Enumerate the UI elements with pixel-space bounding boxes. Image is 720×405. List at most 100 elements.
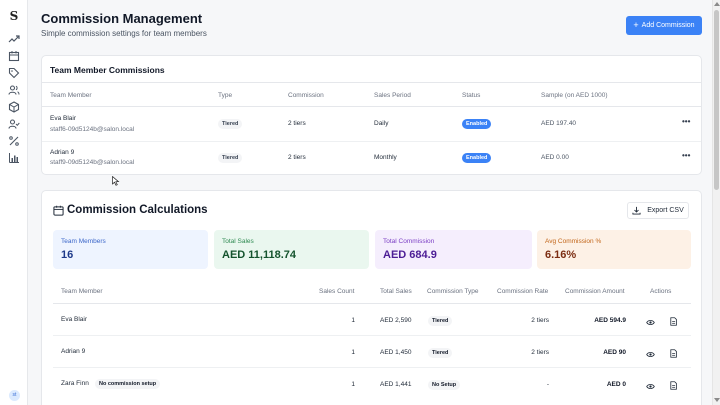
stat-label: Total Sales (222, 238, 254, 245)
divider (42, 106, 701, 107)
box-icon[interactable] (8, 101, 20, 113)
divider (42, 82, 701, 83)
sales-count: 1 (351, 317, 355, 324)
commission-amount: AED 90 (603, 349, 626, 356)
sales-period: Daily (374, 120, 389, 127)
row-menu-button[interactable]: ••• (682, 151, 691, 160)
page-title: Commission Management (41, 11, 203, 26)
stat-team-members: Team Members 16 (53, 230, 208, 269)
view-icon[interactable] (646, 382, 655, 391)
stat-avg-commission: Avg Commission % 6.16% (537, 230, 691, 269)
plus-icon: + (633, 20, 639, 30)
member-name: Zara Finn (61, 380, 89, 387)
col-header: Actions (650, 288, 672, 295)
divider (53, 303, 691, 304)
commission-amount: AED 594.9 (594, 317, 626, 324)
member-email: staff6-09d5124b@salon.local (50, 126, 135, 133)
page-subtitle: Simple commission settings for team memb… (41, 29, 207, 38)
sample-value: AED 0.00 (541, 154, 569, 161)
commission-rate: 2 tiers (531, 317, 549, 324)
divider (53, 367, 691, 368)
document-icon[interactable] (669, 349, 678, 358)
avatar[interactable]: st (9, 390, 20, 401)
scrollbar-thumb[interactable] (714, 10, 719, 190)
add-commission-button[interactable]: + Add Commission (626, 16, 702, 35)
document-icon[interactable] (669, 381, 678, 390)
sales-count: 1 (351, 381, 355, 388)
stat-value: 16 (61, 249, 74, 261)
sample-value: AED 197.40 (541, 120, 577, 127)
commission-value: 2 tiers (288, 120, 306, 127)
member-email: staff9-09d5124b@salon.local (50, 159, 135, 166)
bar-chart-icon[interactable] (8, 152, 20, 164)
commission-calculations-card: Commission Calculations Export CSV Team … (41, 190, 702, 405)
commission-rate: 2 tiers (531, 349, 549, 356)
tag-icon[interactable] (8, 67, 20, 79)
member-name: Eva Blair (50, 115, 77, 122)
commission-rate: - (546, 381, 549, 388)
col-header: Team Member (50, 92, 92, 99)
calendar-icon (53, 205, 64, 216)
col-header: Total Sales (380, 288, 412, 295)
status-badge: Enabled (462, 119, 492, 129)
total-sales: AED 1,450 (380, 349, 412, 356)
divider (42, 141, 701, 142)
team-commissions-card: Team Member Commissions Team Member Type… (41, 55, 702, 175)
total-sales: AED 2,590 (380, 317, 412, 324)
stat-total-sales: Total Sales AED 11,118.74 (214, 230, 369, 269)
mouse-cursor-icon (112, 176, 120, 186)
commission-type-badge: Tiered (428, 316, 453, 326)
col-header: Type (218, 92, 233, 99)
col-header: Sample (on AED 1000) (541, 92, 608, 99)
trend-icon[interactable] (8, 33, 20, 45)
status-badge: Enabled (462, 153, 492, 163)
commission-type-badge: Tiered (428, 348, 453, 358)
sidebar: S st (0, 0, 28, 405)
sales-period: Monthly (374, 154, 397, 161)
type-badge: Tiered (218, 119, 243, 129)
calendar-icon[interactable] (8, 50, 20, 62)
view-icon[interactable] (646, 318, 655, 327)
member-name: Adrian 9 (50, 149, 75, 156)
team-commissions-title: Team Member Commissions (50, 65, 165, 75)
scroll-down-arrow-icon[interactable] (714, 398, 720, 402)
stat-total-commission: Total Commission AED 684.9 (375, 230, 532, 269)
percent-icon[interactable] (8, 135, 20, 147)
type-badge: Tiered (218, 153, 243, 163)
divider (53, 335, 691, 336)
total-sales: AED 1,441 (380, 381, 412, 388)
stat-label: Team Members (61, 238, 106, 245)
stat-value: AED 684.9 (383, 249, 437, 261)
stat-label: Avg Commission % (545, 238, 602, 245)
export-csv-button[interactable]: Export CSV (627, 202, 689, 219)
calculations-title: Commission Calculations (67, 204, 208, 216)
users-icon[interactable] (8, 84, 20, 96)
user-check-icon[interactable] (8, 118, 20, 130)
col-header: Commission Rate (497, 288, 549, 295)
stat-value: AED 11,118.74 (222, 249, 297, 261)
col-header: Commission Type (427, 288, 479, 295)
stat-value: 6.16% (545, 249, 577, 261)
col-header: Commission (288, 92, 324, 99)
app-logo: S (9, 9, 19, 23)
add-commission-label: Add Commission (641, 22, 695, 29)
commission-type-badge: No Setup (428, 380, 461, 390)
document-icon[interactable] (669, 317, 678, 326)
member-name: Eva Blair (61, 316, 88, 323)
col-header: Team Member (61, 288, 103, 295)
col-header: Sales Period (374, 92, 411, 99)
sales-count: 1 (351, 349, 355, 356)
commission-amount: AED 0 (606, 381, 626, 388)
commission-value: 2 tiers (288, 154, 306, 161)
member-name: Adrian 9 (61, 348, 86, 355)
export-csv-label: Export CSV (647, 207, 684, 214)
no-setup-badge: No commission setup (95, 379, 161, 389)
scrollbar[interactable] (712, 0, 720, 405)
download-icon (632, 206, 641, 215)
stat-label: Total Commission (383, 238, 435, 245)
scroll-up-arrow-icon[interactable] (714, 2, 720, 6)
view-icon[interactable] (646, 350, 655, 359)
col-header: Sales Count (319, 288, 355, 295)
row-menu-button[interactable]: ••• (682, 117, 691, 126)
